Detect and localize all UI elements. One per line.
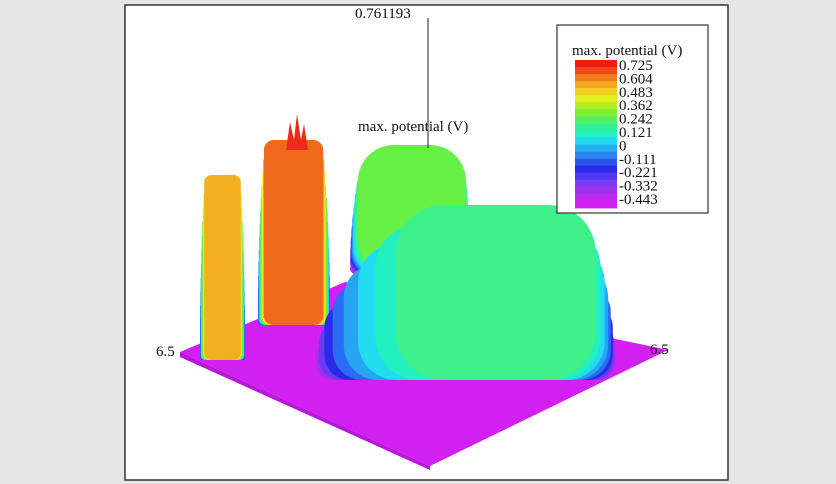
axis-label: 6.5 bbox=[156, 344, 175, 360]
axis-label: 6.5 bbox=[650, 342, 669, 358]
legend-label: 0.362 bbox=[619, 98, 653, 114]
legend-swatch bbox=[575, 151, 617, 160]
legend-label: 0.604 bbox=[619, 71, 653, 87]
legend-label: 0.121 bbox=[619, 125, 653, 141]
legend-swatch bbox=[575, 179, 617, 188]
legend-swatch bbox=[575, 81, 617, 89]
legend-swatch bbox=[575, 200, 617, 209]
legend-swatch bbox=[575, 88, 617, 96]
legend-swatch bbox=[575, 102, 617, 110]
legend-label: -0.221 bbox=[619, 165, 658, 181]
legend-label: 0.725 bbox=[619, 58, 653, 74]
legend-swatch bbox=[575, 123, 617, 131]
surface-band bbox=[263, 140, 324, 325]
legend-label: -0.332 bbox=[619, 179, 658, 195]
legend-swatch bbox=[575, 60, 617, 68]
legend-swatch bbox=[575, 130, 617, 138]
legend-label: 0 bbox=[619, 138, 627, 154]
legend-swatch bbox=[575, 137, 617, 145]
legend-swatch bbox=[575, 193, 617, 202]
peak-label: 0.761193 bbox=[355, 6, 411, 22]
floor-edge bbox=[180, 352, 430, 470]
legend-swatch bbox=[575, 67, 617, 75]
legend-swatch bbox=[575, 95, 617, 103]
legend: 0.7250.6040.4830.3620.2420.1210-0.111-0.… bbox=[575, 58, 658, 209]
legend-swatch bbox=[575, 186, 617, 195]
surface bbox=[180, 114, 668, 470]
legend-label: -0.111 bbox=[619, 152, 657, 168]
spike bbox=[286, 114, 308, 150]
legend-swatch bbox=[575, 144, 617, 153]
surface-band bbox=[396, 205, 596, 380]
legend-title: max. potential (V) bbox=[572, 43, 682, 59]
legend-label: 0.242 bbox=[619, 112, 653, 128]
legend-swatch bbox=[575, 116, 617, 124]
surface-label: max. potential (V) bbox=[358, 119, 468, 135]
surface-band bbox=[204, 175, 241, 360]
legend-swatch bbox=[575, 158, 617, 167]
legend-swatch bbox=[575, 165, 617, 174]
legend-swatch bbox=[575, 172, 617, 181]
legend-swatch bbox=[575, 109, 617, 117]
legend-label: 0.483 bbox=[619, 85, 653, 101]
legend-label: -0.443 bbox=[619, 192, 658, 208]
legend-swatch bbox=[575, 74, 617, 82]
